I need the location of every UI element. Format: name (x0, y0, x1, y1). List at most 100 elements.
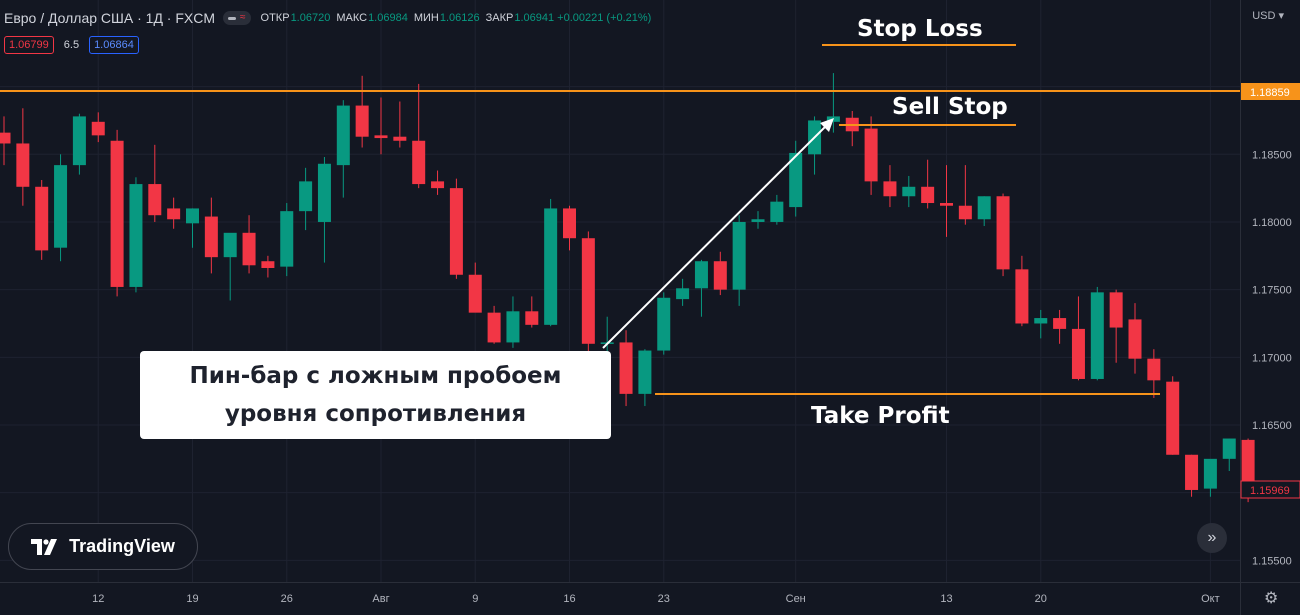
candle-body (374, 135, 388, 139)
candle-body (1015, 269, 1029, 324)
candle (789, 140, 803, 217)
candle-body (864, 128, 878, 182)
candle-body (657, 297, 671, 351)
candle (525, 296, 539, 328)
symbol-header: Евро / Доллар США · 1Д · FXCM ≈ ОТКР1.06… (4, 9, 657, 27)
candle-body (1109, 292, 1123, 328)
status-pill[interactable]: ≈ (223, 11, 251, 25)
time-tick-label: 9 (472, 593, 478, 605)
candle (657, 292, 671, 355)
ohlc-high: МАКС1.06984 (336, 12, 408, 24)
candle-body (713, 261, 727, 290)
time-axis[interactable]: 12 19 26 Авг 9 16 23 Сен 13 20 Окт (92, 593, 1220, 605)
callout-line-1: Пин-бар с ложным пробоем (189, 363, 562, 389)
candle (412, 83, 426, 189)
candle-body (129, 184, 143, 287)
candle-body (789, 152, 803, 208)
candle (1147, 349, 1161, 398)
stop-loss-label: Stop Loss (857, 16, 983, 42)
candle-body (770, 201, 784, 222)
logo-text: TradingView (69, 536, 175, 556)
candle-body (1203, 458, 1217, 489)
candle-body (186, 208, 199, 224)
candle-body (280, 211, 294, 267)
currency-selector[interactable]: USD ▾ (1252, 9, 1284, 23)
collapse-icon (228, 16, 237, 20)
buy-price-button[interactable]: 1.06864 (89, 36, 139, 54)
candle-body (883, 181, 897, 197)
candle-body (35, 186, 49, 251)
candle-body (487, 312, 501, 343)
candle-body (393, 136, 407, 141)
candle (751, 211, 765, 229)
candle (506, 296, 520, 348)
time-tick-label: 20 (1035, 593, 1047, 605)
candle (355, 75, 369, 148)
candle (977, 196, 991, 227)
spread-value: 6.5 (63, 39, 80, 51)
candle (299, 167, 313, 231)
candle-body (223, 232, 237, 258)
price-tick-label: 1.16500 (1252, 420, 1292, 432)
market-status-icon: ≈ (240, 12, 246, 23)
price-tick-label: 1.18000 (1252, 217, 1292, 229)
time-tick-label: 26 (281, 593, 293, 605)
candle-body (1185, 454, 1199, 490)
time-axis-divider (0, 582, 1300, 583)
candle-body (317, 163, 331, 222)
candle-body (525, 311, 539, 325)
candle-body (563, 208, 576, 239)
candle-body (1128, 319, 1142, 359)
time-tick-label: 13 (940, 593, 952, 605)
settings-gear-icon[interactable]: ⚙ (1264, 590, 1279, 607)
candle-body (940, 203, 953, 206)
symbol-title[interactable]: Евро / Доллар США · 1Д · FXCM (4, 10, 216, 26)
candle (864, 116, 878, 195)
candle-body (921, 186, 935, 204)
candle (1128, 303, 1142, 374)
sell-price-button[interactable]: 1.06799 (4, 36, 54, 54)
candle-body (638, 350, 652, 394)
candle (317, 157, 331, 263)
candle-body (506, 311, 520, 343)
candle (91, 112, 105, 143)
candle (35, 180, 49, 260)
candle-body (16, 143, 30, 187)
candle (1053, 309, 1067, 344)
candle (223, 232, 237, 301)
price-axis-divider (1240, 0, 1241, 615)
candle-body (54, 165, 68, 248)
candle (261, 255, 275, 278)
candle-body (996, 196, 1010, 270)
sell-stop-label: Sell Stop (892, 94, 1008, 120)
scroll-to-realtime-button[interactable]: » (1197, 523, 1227, 553)
candle-body (958, 205, 972, 220)
candle-body (1034, 318, 1048, 324)
candle-body (1053, 318, 1067, 329)
double-chevron-right-icon: » (1207, 529, 1217, 546)
trend-arrow-head (820, 118, 834, 132)
candle (808, 116, 822, 175)
resistance-price-label: 1.18859 (1250, 87, 1290, 99)
candle-body (0, 132, 11, 144)
candle-body (167, 208, 181, 220)
candle (204, 197, 218, 274)
candle (1185, 454, 1199, 497)
candle (167, 197, 181, 229)
candle (770, 194, 784, 225)
candle (694, 259, 708, 317)
candle-body (299, 181, 313, 212)
candle (1034, 309, 1048, 339)
candle (958, 165, 972, 225)
tradingview-logo[interactable]: TradingView (8, 523, 198, 570)
candle (336, 100, 350, 198)
candle-body (1071, 328, 1085, 379)
candle (563, 205, 576, 251)
time-tick-label: Авг (372, 593, 389, 605)
candle (883, 165, 897, 208)
candle (242, 215, 256, 274)
candle (487, 305, 501, 344)
time-tick-label: 12 (92, 593, 104, 605)
currency-label: USD (1252, 9, 1276, 22)
